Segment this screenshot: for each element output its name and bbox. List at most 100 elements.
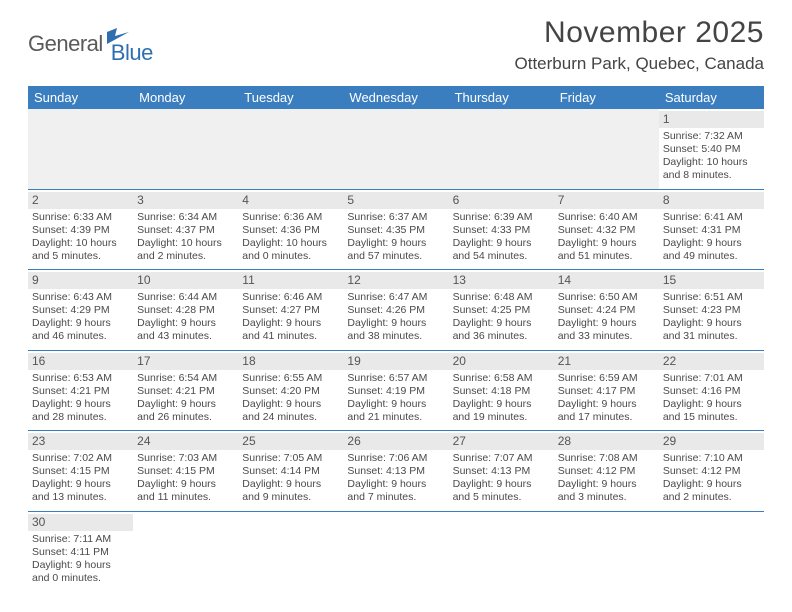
day-line: Daylight: 9 hours [137,398,234,411]
day-line: Sunrise: 6:37 AM [347,211,444,224]
calendar-cell: 20 Sunrise: 6:58 AMSunset: 4:18 PMDayligh… [449,350,554,431]
day-lines: Sunrise: 6:58 AMSunset: 4:18 PMDaylight:… [453,372,550,425]
day-line: and 15 minutes. [663,411,760,424]
calendar-cell [133,109,238,189]
day-line: Daylight: 9 hours [558,237,655,250]
day-line: Sunset: 4:14 PM [242,465,339,478]
day-line: Sunset: 4:16 PM [663,385,760,398]
day-line: and 49 minutes. [663,250,760,263]
day-number: 28 [554,433,659,450]
calendar-cell: 19Sunrise: 6:57 AMSunset: 4:19 PMDayligh… [343,350,448,431]
day-number: 25 [238,433,343,450]
day-number: 22 [659,353,764,370]
day-number: 19 [343,353,448,370]
day-line: Sunrise: 6:41 AM [663,211,760,224]
day-line: Daylight: 10 hours [663,156,760,169]
day-lines: Sunrise: 6:47 AMSunset: 4:26 PMDaylight:… [347,291,444,344]
day-line: Sunset: 4:37 PM [137,224,234,237]
day-line: Sunset: 4:23 PM [663,304,760,317]
day-line: and 2 minutes. [137,250,234,263]
day-number: 16 [28,353,133,370]
day-line: Daylight: 9 hours [453,478,550,491]
day-line: Sunset: 4:26 PM [347,304,444,317]
day-number: 20 [449,353,554,370]
day-number: 23 [28,433,133,450]
day-line: Sunrise: 6:50 AM [558,291,655,304]
day-line: Sunrise: 6:47 AM [347,291,444,304]
day-lines: Sunrise: 6:34 AMSunset: 4:37 PMDaylight:… [137,211,234,264]
day-line: and 19 minutes. [453,411,550,424]
day-number: 6 [449,192,554,209]
day-lines: Sunrise: 6:43 AMSunset: 4:29 PMDaylight:… [32,291,129,344]
day-number: 5 [343,192,448,209]
day-line: Sunrise: 6:33 AM [32,211,129,224]
day-line: Sunset: 4:29 PM [32,304,129,317]
day-line: and 7 minutes. [347,491,444,504]
logo-text-general: General [28,31,103,57]
calendar-table: SundayMondayTuesdayWednesdayThursdayFrid… [28,86,764,591]
calendar-cell: 27Sunrise: 7:07 AMSunset: 4:13 PMDayligh… [449,431,554,512]
calendar-cell [343,511,448,591]
day-line: and 33 minutes. [558,330,655,343]
day-line: Sunset: 4:15 PM [32,465,129,478]
day-line: Daylight: 9 hours [137,478,234,491]
page: General Blue November 2025 Otterburn Par… [0,0,792,607]
calendar-cell [343,109,448,189]
calendar-body: 1Sunrise: 7:32 AMSunset: 5:40 PMDaylight… [28,109,764,591]
calendar-cell: 15Sunrise: 6:51 AMSunset: 4:23 PMDayligh… [659,270,764,351]
title-block: November 2025 Otterburn Park, Quebec, Ca… [515,16,764,74]
calendar-cell: 2Sunrise: 6:33 AMSunset: 4:39 PMDaylight… [28,189,133,270]
day-line: Daylight: 9 hours [32,317,129,330]
day-lines: Sunrise: 7:11 AMSunset: 4:11 PMDaylight:… [32,533,129,586]
calendar-cell: 11Sunrise: 6:46 AMSunset: 4:27 PMDayligh… [238,270,343,351]
day-line: Sunset: 4:11 PM [32,546,129,559]
day-line: Sunrise: 7:10 AM [663,452,760,465]
day-number: 13 [449,272,554,289]
day-line: and 54 minutes. [453,250,550,263]
day-lines: Sunrise: 6:37 AMSunset: 4:35 PMDaylight:… [347,211,444,264]
day-line: Sunrise: 7:11 AM [32,533,129,546]
calendar-cell [238,511,343,591]
calendar-cell: 25 Sunrise: 7:05 AMSunset: 4:14 PMDayligh… [238,431,343,512]
day-line: Sunset: 4:24 PM [558,304,655,317]
day-lines: Sunrise: 6:55 AMSunset: 4:20 PMDaylight:… [242,372,339,425]
calendar-row: 2Sunrise: 6:33 AMSunset: 4:39 PMDaylight… [28,189,764,270]
day-lines: Sunrise: 7:02 AMSunset: 4:15 PMDaylight:… [32,452,129,505]
calendar-cell: 13 Sunrise: 6:48 AMSunset: 4:25 PMDayligh… [449,270,554,351]
day-line: Sunrise: 6:51 AM [663,291,760,304]
day-lines: Sunrise: 6:48 AMSunset: 4:25 PMDaylight:… [453,291,550,344]
day-number: 10 [133,272,238,289]
calendar-cell: 17Sunrise: 6:54 AMSunset: 4:21 PMDayligh… [133,350,238,431]
day-line: Sunrise: 7:32 AM [663,130,760,143]
day-lines: Sunrise: 6:41 AMSunset: 4:31 PMDaylight:… [663,211,760,264]
day-line: Daylight: 10 hours [137,237,234,250]
day-line: and 11 minutes. [137,491,234,504]
calendar-cell: 30Sunrise: 7:11 AMSunset: 4:11 PMDayligh… [28,511,133,591]
day-line: and 24 minutes. [242,411,339,424]
calendar-cell: 26Sunrise: 7:06 AMSunset: 4:13 PMDayligh… [343,431,448,512]
day-line: Sunrise: 7:01 AM [663,372,760,385]
day-line: Sunset: 4:25 PM [453,304,550,317]
day-line: Daylight: 9 hours [32,398,129,411]
day-number: 8 [659,192,764,209]
day-line: Sunset: 4:21 PM [137,385,234,398]
day-line: Sunrise: 6:46 AM [242,291,339,304]
day-line: Daylight: 9 hours [453,237,550,250]
day-lines: Sunrise: 7:08 AMSunset: 4:12 PMDaylight:… [558,452,655,505]
calendar-cell [554,109,659,189]
calendar-cell: 6Sunrise: 6:39 AMSunset: 4:33 PMDaylight… [449,189,554,270]
day-number: 2 [28,192,133,209]
day-line: Sunset: 4:15 PM [137,465,234,478]
day-lines: Sunrise: 7:03 AMSunset: 4:15 PMDaylight:… [137,452,234,505]
day-lines: Sunrise: 7:05 AMSunset: 4:14 PMDaylight:… [242,452,339,505]
day-line: Daylight: 9 hours [347,237,444,250]
day-line: and 3 minutes. [558,491,655,504]
day-line: Sunset: 4:19 PM [347,385,444,398]
day-line: Sunrise: 6:55 AM [242,372,339,385]
day-number: 4 [238,192,343,209]
day-line: Sunrise: 6:40 AM [558,211,655,224]
day-line: Sunrise: 6:44 AM [137,291,234,304]
day-lines: Sunrise: 7:06 AMSunset: 4:13 PMDaylight:… [347,452,444,505]
day-line: and 26 minutes. [137,411,234,424]
calendar-cell: 5 Sunrise: 6:37 AMSunset: 4:35 PMDaylight… [343,189,448,270]
